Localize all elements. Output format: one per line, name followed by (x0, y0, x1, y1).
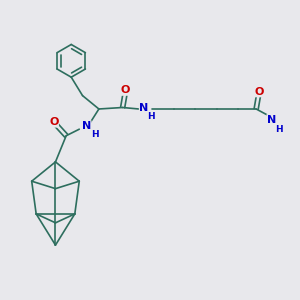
Text: N: N (140, 103, 149, 113)
Text: N: N (82, 121, 91, 131)
Text: H: H (275, 125, 283, 134)
Text: N: N (267, 115, 276, 125)
Text: O: O (49, 117, 58, 127)
Text: H: H (147, 112, 154, 121)
Text: O: O (121, 85, 130, 95)
Text: O: O (254, 87, 264, 97)
Text: H: H (92, 130, 99, 139)
